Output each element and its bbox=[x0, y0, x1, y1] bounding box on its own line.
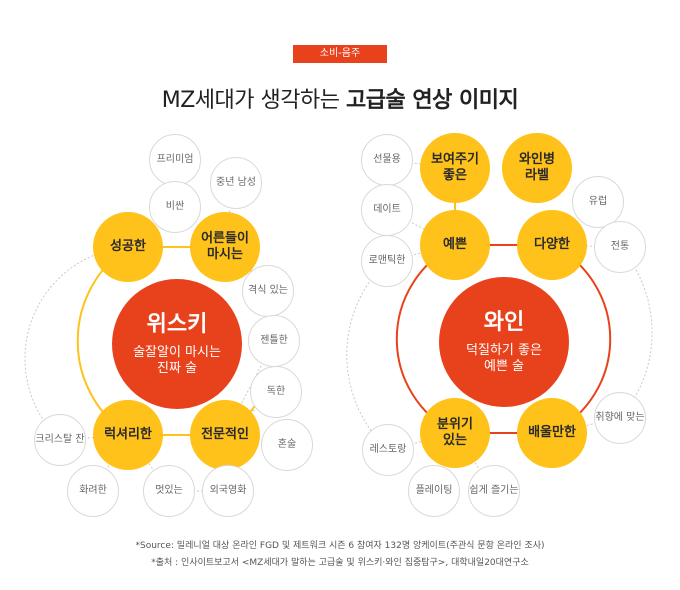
wine-kw-romantic: 로맨틱한 bbox=[361, 235, 413, 287]
whisky-sub-luxurious: 럭셔리한 bbox=[93, 400, 163, 470]
wine-main-circle: 와인 덕질하기 좋은 예쁜 술 bbox=[439, 277, 569, 407]
whisky-name: 위스키 bbox=[146, 312, 208, 337]
wine-kw-date: 데이트 bbox=[361, 184, 413, 236]
whisky-kw-formal: 격식 있는 bbox=[242, 265, 294, 317]
wine-sub-diverse: 다양한 bbox=[517, 210, 587, 280]
whisky-sub-for-adults: 어른들이 마시는 bbox=[190, 212, 260, 282]
wine-sub-bottle-label: 와인병 라벨 bbox=[502, 133, 572, 203]
wine-name: 와인 bbox=[483, 310, 525, 335]
whisky-kw-glamorous: 화려한 bbox=[67, 465, 119, 517]
whisky-kw-strong: 독한 bbox=[250, 366, 302, 418]
category-badge: 소비-음주 bbox=[293, 45, 387, 63]
citation-note: *출처 : 인사이트보고서 <MZ세대가 말하는 고급술 및 위스키·와인 집중… bbox=[151, 558, 529, 568]
wine-kw-to-taste: 취향에 맞는 bbox=[594, 392, 646, 444]
wine-kw-restaurant: 레스토랑 bbox=[362, 424, 414, 476]
whisky-kw-crystal-glass: 크리스탈 잔 bbox=[34, 414, 86, 466]
whisky-kw-cool: 멋있는 bbox=[143, 465, 195, 517]
wine-sub-pretty: 예쁜 bbox=[420, 210, 490, 280]
wine-kw-europe: 유럽 bbox=[572, 176, 624, 228]
whisky-desc: 술잘알이 마시는 진짜 술 bbox=[133, 345, 221, 376]
wine-kw-easy-to-enjoy: 쉽게 즐기는 bbox=[468, 465, 520, 517]
whisky-kw-middle-aged-man: 중년 남성 bbox=[210, 157, 262, 209]
whisky-kw-drinking-alone: 혼술 bbox=[261, 419, 313, 471]
whisky-sub-professional: 전문적인 bbox=[190, 400, 260, 470]
whisky-kw-expensive: 비싼 bbox=[149, 181, 201, 233]
whisky-kw-gentle: 젠틀한 bbox=[248, 315, 300, 367]
source-note: *Source: 밀레니얼 대상 온라인 FGD 및 제트워크 시즌 6 참여자… bbox=[135, 541, 545, 551]
whisky-sub-successful: 성공한 bbox=[93, 212, 163, 282]
title-bold: 고급술 연상 이미지 bbox=[345, 88, 519, 113]
whisky-main-circle: 위스키 술잘알이 마시는 진짜 술 bbox=[112, 279, 242, 409]
wine-sub-atmospheric: 분위기 있는 bbox=[420, 398, 490, 468]
wine-desc: 덕질하기 좋은 예쁜 술 bbox=[466, 343, 542, 374]
wine-kw-plating: 플레이팅 bbox=[408, 465, 460, 517]
wine-sub-good-to-show: 보여주기 좋은 bbox=[420, 133, 490, 203]
title-regular: MZ세대가 생각하는 bbox=[161, 88, 346, 113]
wine-sub-worth-learning: 배울만한 bbox=[517, 398, 587, 468]
whisky-kw-premium: 프리미엄 bbox=[149, 134, 201, 186]
whisky-kw-foreign-movie: 외국영화 bbox=[202, 465, 254, 517]
page-title: MZ세대가 생각하는 고급술 연상 이미지 bbox=[0, 82, 680, 114]
wine-kw-tradition: 전통 bbox=[594, 221, 646, 273]
wine-kw-gift: 선물용 bbox=[361, 134, 413, 186]
